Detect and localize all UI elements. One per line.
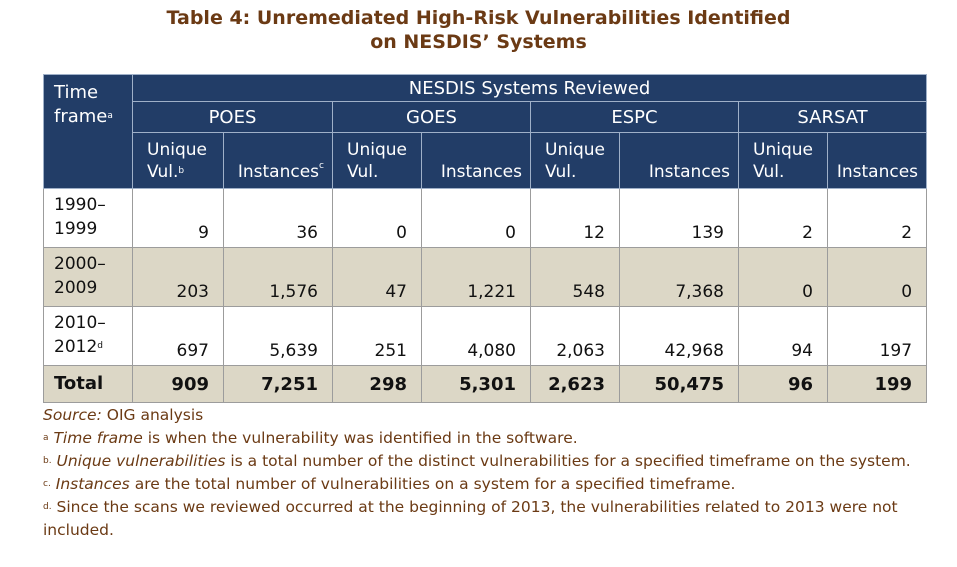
total-value: 50,475 [619,365,739,403]
footnote-c-marker: c. [43,479,51,489]
subheader-instances-goes: Instances [421,132,531,189]
table-row: 2010– 2012d 697 5,639 251 4,080 2,063 42,… [43,306,928,366]
footnote-d: d. Since the scans we reviewed occurred … [43,496,923,542]
total-row: Total 909 7,251 298 5,301 2,623 50,475 9… [43,365,928,403]
row-timeframe-line1: 2000– [54,254,106,274]
cell-value: 94 [738,306,828,366]
total-value: 7,251 [223,365,333,403]
cell-value: 1,221 [421,247,531,307]
footnote-c-term: Instances [55,475,130,493]
footnote-a: a Time frame is when the vulnerability w… [43,427,923,450]
source-text: OIG analysis [101,406,204,424]
cell-value: 139 [619,188,739,248]
total-value: 2,623 [530,365,620,403]
system-header-goes: GOES [332,101,531,133]
cell-value: 47 [332,247,422,307]
cell-value: 12 [530,188,620,248]
cell-value: 0 [826,247,928,307]
table-notes: Source: OIG analysis a Time frame is whe… [43,404,923,542]
row-timeframe: 1990– 1999 [43,188,133,248]
footnote-a-term: Time frame [53,429,143,447]
subheader-unique-line2: Vul. [147,162,179,182]
footnote-marker-b: b [178,166,185,176]
total-value: 5,301 [421,365,531,403]
total-value: 909 [132,365,224,403]
title-line-1: Table 4: Unremediated High-Risk Vulnerab… [166,7,791,29]
cell-value: 5,639 [223,306,333,366]
cell-value: 697 [132,306,224,366]
timeframe-header: Time framea [43,74,133,189]
source-label: Source: [43,406,102,424]
timeframe-header-line2: frame [54,106,108,127]
subheader-unique-line2: Vul. [753,162,785,182]
cell-value: 2 [738,188,828,248]
subheader-unique-line1: Unique [347,140,407,160]
cell-value: 42,968 [619,306,739,366]
footnote-b-marker: b. [43,456,52,466]
row-timeframe-line2: 2012 [54,337,98,357]
subheader-instances-label: Instances [237,162,320,182]
subheader-instances-espc: Instances [619,132,739,189]
footnote-d-text: Since the scans we reviewed occurred at … [43,498,898,539]
subheader-unique-line2: Vul. [545,162,577,182]
subheader-unique-goes: Unique Vul. [332,132,422,189]
subheader-unique-poes: Unique Vul.b [132,132,224,189]
total-value: 96 [738,365,828,403]
footnote-b: b. Unique vulnerabilities is a total num… [43,450,923,473]
cell-value: 197 [826,306,928,366]
system-header-espc: ESPC [530,101,739,133]
total-value: 199 [826,365,928,403]
row-timeframe-line1: 2010– [54,313,106,333]
subheader-unique-line2: Vul. [347,162,379,182]
subheader-instances-sarsat: Instances [826,132,928,189]
subheader-unique-line1: Unique [753,140,813,160]
total-label: Total [43,365,133,403]
subheader-unique-espc: Unique Vul. [530,132,620,189]
footnote-a-text: is when the vulnerability was identified… [142,429,578,447]
row-timeframe-line1: 1990– [54,195,106,215]
system-header-poes: POES [132,101,333,133]
subheader-unique-line1: Unique [147,140,207,160]
cell-value: 0 [421,188,531,248]
table-row: 2000– 2009 203 1,576 47 1,221 548 7,368 0… [43,247,928,307]
footnote-b-text: is a total number of the distinct vulner… [225,452,911,470]
row-timeframe-line2: 2009 [54,278,98,298]
cell-value: 2,063 [530,306,620,366]
footnote-marker-d: d [97,341,103,351]
cell-value: 4,080 [421,306,531,366]
group-header: NESDIS Systems Reviewed [131,74,928,102]
cell-value: 7,368 [619,247,739,307]
source-note: Source: OIG analysis [43,404,923,427]
row-timeframe: 2010– 2012d [43,306,133,366]
row-timeframe-line2: 1999 [54,219,98,239]
system-header-sarsat: SARSAT [737,101,928,133]
cell-value: 0 [332,188,422,248]
table-title: Table 4: Unremediated High-Risk Vulnerab… [0,6,957,54]
timeframe-header-line1: Time [54,82,99,103]
cell-value: 9 [132,188,224,248]
footnote-b-term: Unique vulnerabilities [56,452,226,470]
cell-value: 36 [223,188,333,248]
total-value: 298 [332,365,422,403]
footnote-marker-c: c [319,161,324,171]
row-timeframe: 2000– 2009 [43,247,133,307]
cell-value: 548 [530,247,620,307]
footnote-a-marker: a [43,433,49,443]
title-line-2: on NESDIS’ Systems [370,31,587,53]
footnote-d-marker: d. [43,502,52,512]
cell-value: 203 [132,247,224,307]
cell-value: 0 [738,247,828,307]
footnote-marker-a: a [107,111,113,121]
footnote-c: c. Instances are the total number of vul… [43,473,923,496]
vulnerabilities-table: Time framea NESDIS Systems Reviewed POES… [43,74,928,403]
cell-value: 2 [826,188,928,248]
subheader-instances-poes: Instancesc [223,132,333,189]
subheader-unique-line1: Unique [545,140,605,160]
subheader-unique-sarsat: Unique Vul. [738,132,828,189]
cell-value: 1,576 [223,247,333,307]
table-row: 1990– 1999 9 36 0 0 12 139 2 2 [43,188,928,248]
footnote-c-text: are the total number of vulnerabilities … [129,475,736,493]
cell-value: 251 [332,306,422,366]
